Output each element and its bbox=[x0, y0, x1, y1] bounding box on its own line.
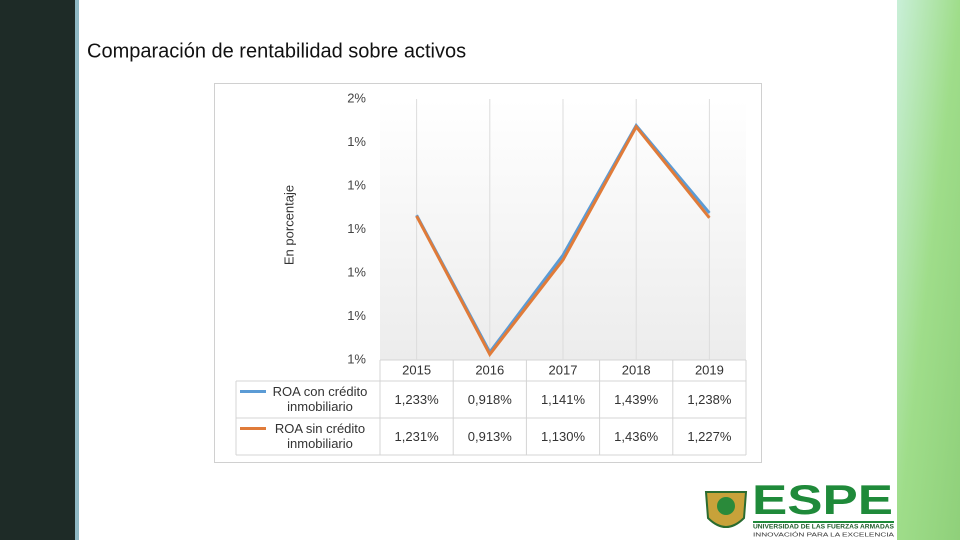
x-tick-label: 2015 bbox=[402, 362, 431, 377]
y-axis-label: En porcentaje bbox=[281, 185, 296, 265]
y-tick-label: 2% bbox=[347, 90, 366, 105]
table-cell: 0,918% bbox=[468, 392, 513, 407]
x-tick-label: 2016 bbox=[475, 362, 504, 377]
x-tick-label: 2017 bbox=[549, 362, 578, 377]
y-tick-label: 1% bbox=[347, 264, 366, 279]
x-tick-label: 2018 bbox=[622, 362, 651, 377]
logo-line2: INNOVACIÓN PARA LA EXCELENCIA bbox=[753, 531, 895, 538]
table-cell: 1,141% bbox=[541, 392, 586, 407]
y-tick-label: 1% bbox=[347, 308, 366, 323]
logo bbox=[704, 491, 894, 528]
logo-line1: UNIVERSIDAD DE LAS FUERZAS ARMADAS bbox=[753, 525, 894, 531]
y-tick-label: 1% bbox=[347, 351, 366, 366]
table-cell: 1,238% bbox=[687, 392, 732, 407]
y-tick-label: 1% bbox=[347, 134, 366, 149]
y-tick-label: 1% bbox=[347, 177, 366, 192]
table-cell: 1,227% bbox=[687, 429, 732, 444]
legend-label: ROA con crédito inmobiliario bbox=[272, 383, 368, 414]
table-cell: 1,436% bbox=[614, 429, 659, 444]
legend-label: ROA sin crédito inmobiliario bbox=[274, 420, 366, 451]
table-cell: 1,231% bbox=[395, 429, 440, 444]
x-tick-label: 2019 bbox=[695, 362, 724, 377]
table-cell: 1,439% bbox=[614, 392, 659, 407]
y-tick-label: 1% bbox=[347, 221, 366, 236]
series-line bbox=[415, 124, 711, 358]
logo-name: ESPE bbox=[752, 476, 893, 523]
green-strip bbox=[897, 0, 960, 540]
table-cell: 0,913% bbox=[468, 429, 513, 444]
slide-title: Comparación de rentabilidad sobre activo… bbox=[87, 40, 466, 62]
side-line bbox=[75, 0, 79, 540]
table-cell: 1,130% bbox=[541, 429, 586, 444]
table-cell: 1,233% bbox=[395, 392, 440, 407]
side-bar bbox=[0, 0, 75, 540]
